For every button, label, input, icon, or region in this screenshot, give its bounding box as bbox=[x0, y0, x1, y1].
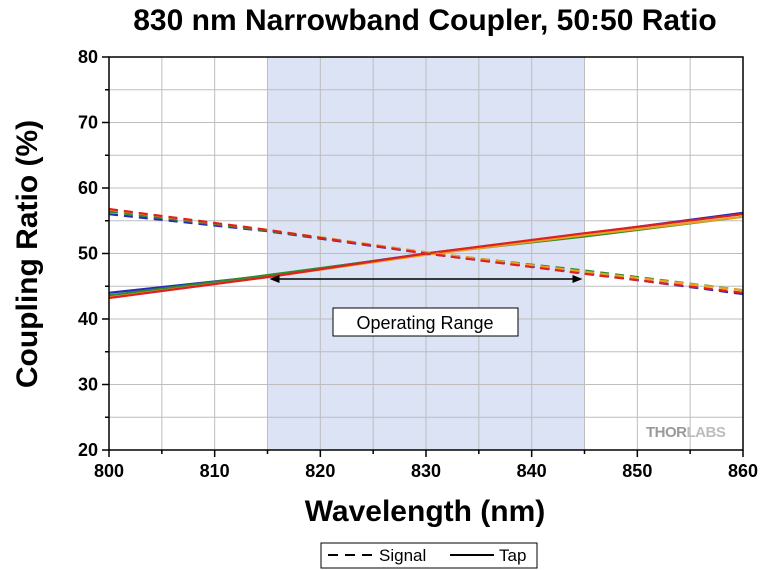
operating-range-annotation: Operating Range bbox=[269, 275, 583, 337]
x-tick-label: 860 bbox=[728, 461, 758, 481]
y-axis-title: Coupling Ratio (%) bbox=[11, 120, 44, 388]
y-tick-label: 80 bbox=[78, 47, 98, 67]
x-axis-ticks: 800 810 820 830 840 850 860 bbox=[94, 450, 758, 481]
watermark-thor: THOR bbox=[646, 424, 687, 441]
operating-range-label: Operating Range bbox=[356, 313, 493, 333]
x-axis-title: Wavelength (nm) bbox=[305, 495, 546, 528]
x-tick-label: 810 bbox=[200, 461, 230, 481]
x-tick-label: 840 bbox=[517, 461, 547, 481]
svg-text:THORLABS: THORLABS bbox=[646, 424, 726, 441]
y-tick-label: 30 bbox=[78, 375, 98, 395]
series-line-signal-7 bbox=[108, 207, 744, 294]
x-tick-label: 850 bbox=[622, 461, 652, 481]
x-tick-label: 820 bbox=[305, 461, 335, 481]
operating-range-arrowhead-right bbox=[572, 275, 583, 284]
chart-title: 830 nm Narrowband Coupler, 50:50 Ratio bbox=[133, 4, 717, 37]
operating-range-label-box bbox=[332, 307, 519, 337]
legend-box bbox=[320, 542, 538, 569]
watermark-labs: LABS bbox=[687, 424, 726, 441]
legend-tap-label: Tap bbox=[499, 546, 526, 565]
legend: Signal Tap bbox=[320, 542, 538, 569]
x-tick-label: 830 bbox=[411, 461, 441, 481]
thorlabs-watermark: THORLABS bbox=[646, 424, 726, 441]
x-tick-label: 800 bbox=[94, 461, 124, 481]
plot-area bbox=[108, 56, 744, 451]
series-group bbox=[108, 207, 744, 300]
y-axis-ticks: 20 30 40 50 60 70 80 bbox=[78, 47, 109, 460]
y-tick-label: 40 bbox=[78, 309, 98, 329]
legend-signal-label: Signal bbox=[379, 546, 426, 565]
y-tick-label: 60 bbox=[78, 178, 98, 198]
operating-range-arrowhead-left bbox=[269, 275, 280, 284]
y-tick-label: 20 bbox=[78, 440, 98, 460]
y-tick-label: 70 bbox=[78, 113, 98, 133]
y-tick-label: 50 bbox=[78, 244, 98, 264]
